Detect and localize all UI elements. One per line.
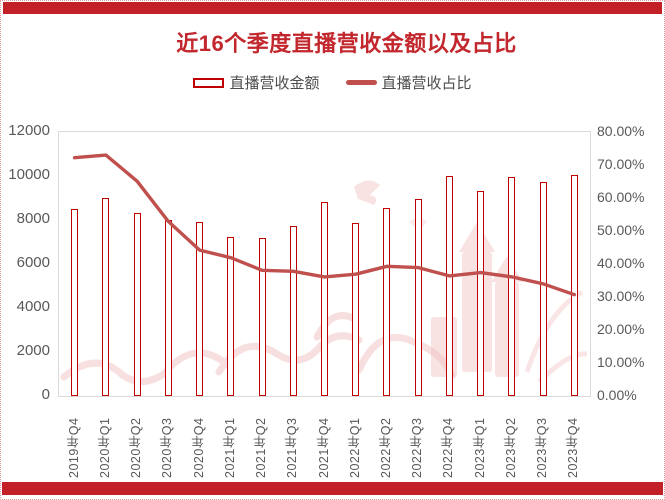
x-axis-category-label: 2022年Q3 xyxy=(410,417,425,478)
x-axis-category-label: 2021年Q3 xyxy=(285,417,300,478)
right-axis-tick-label: 60.00% xyxy=(597,189,645,205)
plot-area xyxy=(58,131,591,397)
revenue-bar xyxy=(445,175,453,396)
bottom-accent-band xyxy=(2,482,663,495)
right-axis-tick-label: 10.00% xyxy=(597,354,645,370)
line-series-swatch-icon xyxy=(345,80,377,85)
left-axis-tick-label: 4000 xyxy=(16,298,50,315)
revenue-bar xyxy=(570,174,578,396)
left-axis-tick-label: 6000 xyxy=(16,254,50,271)
right-axis-tick-label: 20.00% xyxy=(597,321,645,337)
x-axis-category-label: 2020年Q4 xyxy=(191,417,206,478)
revenue-bar xyxy=(102,197,110,396)
x-axis-category-label: 2021年Q2 xyxy=(254,417,269,478)
revenue-bar xyxy=(352,222,360,396)
top-accent-band xyxy=(3,2,662,14)
x-axis-category-label: 2021年Q4 xyxy=(316,417,331,478)
x-axis-category-label: 2023年Q3 xyxy=(535,417,550,478)
x-axis-category-label: 2021年Q1 xyxy=(222,417,237,478)
revenue-bar xyxy=(133,212,141,396)
chart-title: 近16个季度直播营收金额以及占比 xyxy=(176,31,517,56)
legend-item-bar-series: 直播营收金额 xyxy=(193,72,320,93)
left-axis-tick-label: 2000 xyxy=(16,342,50,359)
bar-series-swatch-icon xyxy=(193,77,225,88)
revenue-bar xyxy=(477,191,485,396)
left-axis-tick-label: 0 xyxy=(41,386,50,403)
left-axis-tick-label: 12000 xyxy=(8,122,50,139)
x-axis-category-label: 2023年Q4 xyxy=(566,417,581,478)
x-axis-category-label: 2020年Q3 xyxy=(160,417,175,478)
x-axis-category-label: 2020年Q1 xyxy=(97,417,112,478)
left-axis-tick-label: 8000 xyxy=(16,210,50,227)
right-axis-tick-label: 30.00% xyxy=(597,288,645,304)
right-axis-tick-label: 80.00% xyxy=(597,123,645,139)
revenue-bar xyxy=(289,226,297,396)
revenue-bar xyxy=(321,201,328,396)
ratio-line xyxy=(72,153,577,297)
x-axis-category-label: 2020年Q2 xyxy=(129,417,144,478)
x-axis-category-label: 2019年Q4 xyxy=(66,417,81,478)
x-axis-category-label: 2022年Q1 xyxy=(347,417,362,478)
revenue-bar xyxy=(258,237,266,396)
x-axis-category-label: 2022年Q4 xyxy=(441,417,456,478)
revenue-bar xyxy=(414,199,422,396)
x-axis-category-label: 2023年Q1 xyxy=(472,417,487,478)
right-axis-tick-label: 0.00% xyxy=(597,387,637,403)
x-axis-category-label: 2022年Q2 xyxy=(378,417,393,478)
x-axis-category-label: 2023年Q2 xyxy=(503,417,518,478)
legend-item-line-series: 直播营收占比 xyxy=(345,72,472,93)
legend: 直播营收金额 直播营收占比 xyxy=(1,72,664,93)
revenue-bar xyxy=(383,207,391,396)
revenue-bar xyxy=(71,209,79,396)
revenue-bar xyxy=(508,176,516,396)
revenue-bar xyxy=(196,222,204,396)
left-axis-tick-label: 10000 xyxy=(8,166,50,183)
legend-bar-label: 直播营收金额 xyxy=(229,75,320,92)
right-axis-tick-label: 70.00% xyxy=(597,156,645,172)
right-axis-tick-label: 40.00% xyxy=(597,255,645,271)
legend-line-label: 直播营收占比 xyxy=(381,75,472,92)
revenue-bar xyxy=(539,182,547,396)
revenue-bar xyxy=(227,236,235,396)
right-axis-tick-label: 50.00% xyxy=(597,222,645,238)
